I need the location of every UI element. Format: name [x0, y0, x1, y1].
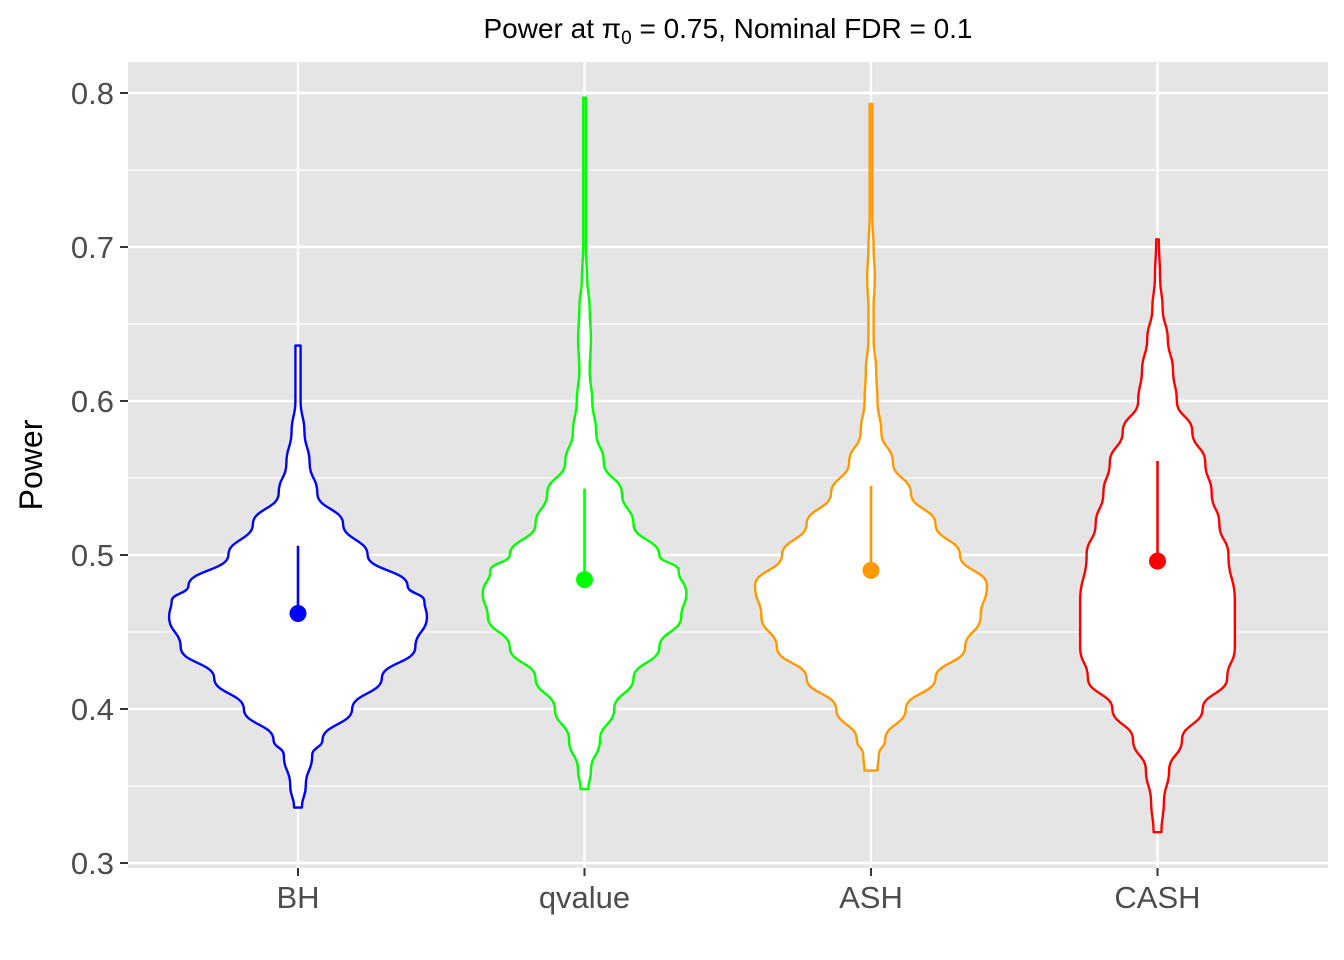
- y-tick-label: 0.3: [71, 846, 114, 881]
- x-tick-label: BH: [276, 880, 319, 915]
- y-tick-label: 0.5: [71, 538, 114, 573]
- mean-point: [1149, 552, 1166, 570]
- x-tick-label: ASH: [839, 880, 903, 915]
- y-tick-label: 0.8: [71, 76, 114, 111]
- violin-outline: [753, 102, 989, 772]
- mean-point: [576, 571, 593, 589]
- y-tick-label: 0.4: [71, 692, 114, 727]
- mean-point: [289, 605, 307, 623]
- violin-cash: [1078, 238, 1237, 834]
- mean-point: [862, 561, 880, 579]
- violin-outline: [481, 96, 688, 791]
- x-tick-label: CASH: [1114, 880, 1200, 915]
- violin-bh: [167, 344, 429, 809]
- y-tick-label: 0.6: [71, 384, 114, 419]
- violin-qvalue: [481, 96, 688, 791]
- chart-title: Power at π0 = 0.75, Nominal FDR = 0.1: [483, 13, 972, 49]
- y-axis: 0.3 0.4 0.5 0.6 0.7 0.8: [71, 76, 128, 881]
- x-axis: BH qvalue ASH CASH: [276, 868, 1201, 915]
- x-tick-label: qvalue: [539, 880, 630, 915]
- violin-ash: [753, 102, 989, 772]
- y-axis-label: Power: [13, 419, 49, 510]
- violins: [167, 96, 1237, 834]
- y-tick-label: 0.7: [71, 230, 114, 265]
